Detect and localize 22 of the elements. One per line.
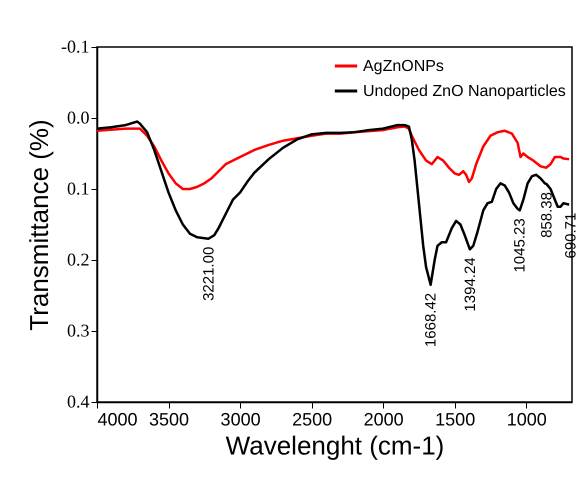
legend-label: Undoped ZnO Nanoparticles <box>363 83 566 100</box>
x-tick-label: 2000 <box>364 410 404 430</box>
annotation: 1394.24 <box>462 257 479 312</box>
y-axis-title: Transmittance (%) <box>24 119 54 331</box>
annotation: 1668.42 <box>422 292 440 348</box>
x-tick-label: 4000 <box>98 410 138 430</box>
x-tick-label: 1500 <box>435 410 476 430</box>
annotation: 1045.23 <box>512 218 529 273</box>
annotation: 3221.00 <box>200 246 218 301</box>
y-tick-label: 0.1 <box>67 178 90 198</box>
x-tick-label: 2500 <box>292 410 332 430</box>
y-tick-label: 0.2 <box>67 250 90 270</box>
annotation: 858.38 <box>538 192 556 238</box>
y-tick-label: 0.0 <box>67 108 90 128</box>
legend-label: AgZnONPs <box>363 58 444 75</box>
y-tick-label: -0.1 <box>61 36 90 56</box>
x-tick-label: 1000 <box>506 410 547 430</box>
x-axis-title: Wavelenght (cm-1) <box>226 430 444 460</box>
x-tick-label: 3000 <box>220 410 261 430</box>
y-tick-label: 0.4 <box>67 392 90 412</box>
x-tick-label: 3500 <box>149 410 190 430</box>
y-tick-label: 0.3 <box>67 320 90 340</box>
